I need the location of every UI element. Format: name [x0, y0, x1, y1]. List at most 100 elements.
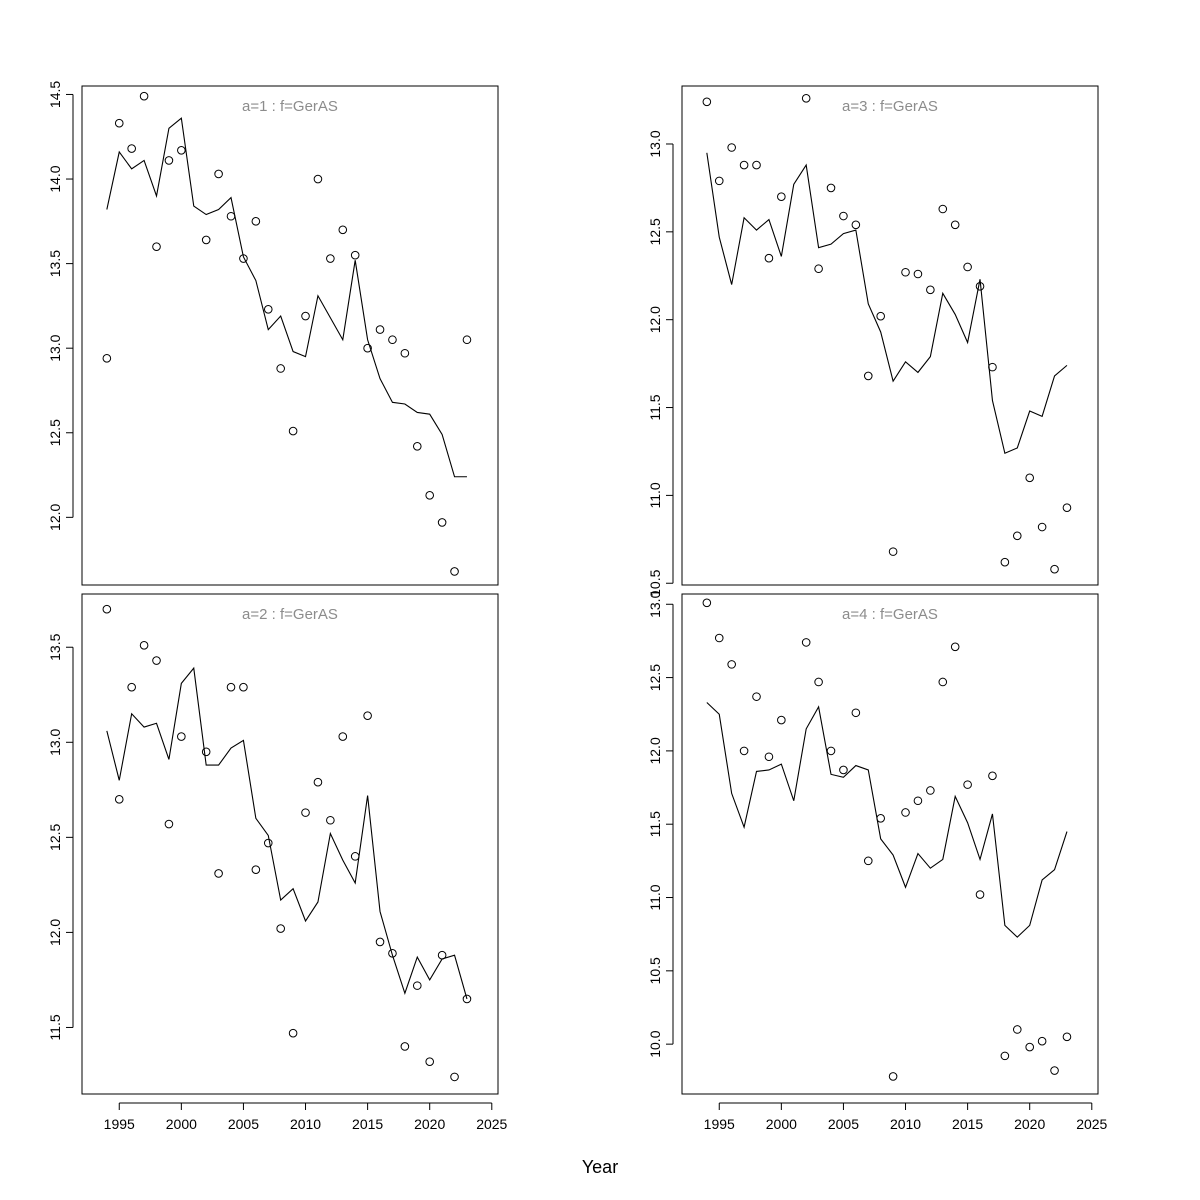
y-tick-label: 14.0	[47, 165, 63, 192]
observed-point	[412, 441, 422, 451]
plot-frame	[81, 85, 499, 586]
observed-point	[988, 771, 997, 781]
x-tick-label: 2025	[476, 1116, 507, 1132]
observed-point	[1012, 1025, 1022, 1034]
observed-point	[164, 819, 174, 829]
x-tick-label: 2005	[828, 1116, 859, 1132]
y-tick-label: 12.5	[47, 824, 63, 851]
x-tick-label: 2020	[1014, 1116, 1045, 1132]
observed-point	[226, 682, 236, 692]
observed-point	[263, 838, 273, 848]
x-tick-label: 1995	[704, 1116, 735, 1132]
observed-point	[139, 641, 149, 650]
observed-point	[239, 682, 248, 692]
observed-point	[450, 567, 459, 576]
panel-title: a=2 : f=GerAS	[242, 606, 338, 623]
observed-point	[239, 254, 248, 263]
observed-point	[876, 311, 885, 321]
observed-point	[702, 97, 712, 107]
observed-point	[400, 1042, 410, 1051]
y-tick-label: 12.5	[647, 218, 663, 245]
observed-point	[851, 220, 861, 230]
observed-point	[963, 780, 972, 789]
observed-point	[888, 1072, 898, 1081]
observed-point	[201, 747, 211, 757]
observed-point	[152, 656, 161, 665]
observed-point	[251, 865, 261, 874]
x-axis-label: Year	[582, 1157, 618, 1177]
x-tick-label: 2015	[952, 1116, 983, 1132]
observed-point	[777, 192, 786, 201]
observed-point	[1050, 564, 1059, 574]
observed-point	[226, 211, 236, 221]
observed-point	[127, 682, 136, 692]
observed-point	[739, 160, 749, 170]
observed-point	[388, 949, 397, 958]
fitted-series-line	[106, 117, 467, 478]
observed-point	[801, 94, 811, 103]
observed-point	[714, 176, 724, 186]
x-tick-label: 2025	[1076, 1116, 1107, 1132]
observed-point	[139, 91, 149, 101]
observed-point	[400, 348, 410, 358]
y-tick-label: 10.5	[647, 957, 663, 984]
observed-point	[114, 795, 124, 804]
observed-point	[177, 732, 186, 741]
observed-point	[913, 796, 923, 806]
x-tick-label: 2005	[228, 1116, 259, 1132]
observed-point	[1012, 531, 1022, 541]
observed-point	[350, 250, 360, 260]
observed-point	[851, 708, 861, 718]
observed-point	[375, 325, 385, 334]
observed-point	[876, 814, 885, 823]
observed-point	[888, 547, 898, 556]
plot-frame	[681, 85, 1099, 586]
y-tick-label: 11.0	[647, 884, 663, 910]
plot-frame	[81, 593, 499, 1095]
observed-point	[338, 732, 348, 741]
observed-point	[814, 264, 823, 274]
observed-point	[950, 642, 960, 652]
y-tick-label: 10.5	[647, 569, 663, 596]
y-tick-label: 12.0	[47, 504, 63, 531]
observed-point	[963, 262, 972, 272]
observed-point	[412, 981, 422, 990]
observed-point	[926, 786, 935, 795]
x-tick-label: 2020	[414, 1116, 445, 1132]
observed-point	[1050, 1066, 1059, 1075]
observed-point	[826, 183, 836, 193]
y-tick-label: 12.0	[647, 737, 663, 764]
observed-point	[950, 220, 960, 230]
observed-point	[1025, 473, 1034, 483]
observed-point	[814, 677, 823, 687]
observed-point	[301, 808, 310, 817]
observed-point	[1037, 1036, 1047, 1046]
observed-point	[938, 677, 948, 687]
y-tick-label: 13.0	[47, 728, 63, 755]
observed-point	[164, 156, 174, 165]
y-tick-label: 13.5	[47, 633, 63, 660]
observed-point	[276, 364, 285, 373]
observed-point	[714, 633, 724, 643]
plot-frame	[681, 593, 1099, 1095]
observed-point	[102, 354, 112, 363]
panel-a1: a=1 : f=GerAS 12.0 12.5 13.0 13.5 14.0 14.5	[47, 81, 499, 586]
observed-point	[777, 715, 786, 725]
observed-point	[288, 426, 298, 436]
observed-point	[1037, 522, 1047, 532]
x-tick-label: 2000	[166, 1116, 197, 1132]
observed-point	[350, 852, 360, 861]
y-tick-label: 13.0	[47, 334, 63, 361]
observed-point	[901, 267, 910, 277]
observed-point	[1062, 1032, 1072, 1042]
observed-point	[388, 335, 397, 345]
observed-point	[702, 598, 712, 608]
panel-title: a=1 : f=GerAS	[242, 98, 338, 115]
observed-point	[462, 335, 472, 345]
panel-a4: a=4 : f=GerAS 10.0 10.5 11.0 11.5 12.0 12.5 13.…	[647, 590, 1108, 1132]
panels-group: a=1 : f=GerAS 12.0 12.5 13.0 13.5 14.0 14.5 a=2…	[47, 81, 1108, 1132]
observed-point	[313, 777, 323, 787]
y-tick-label: 11.5	[647, 394, 663, 420]
observed-point	[127, 144, 136, 153]
